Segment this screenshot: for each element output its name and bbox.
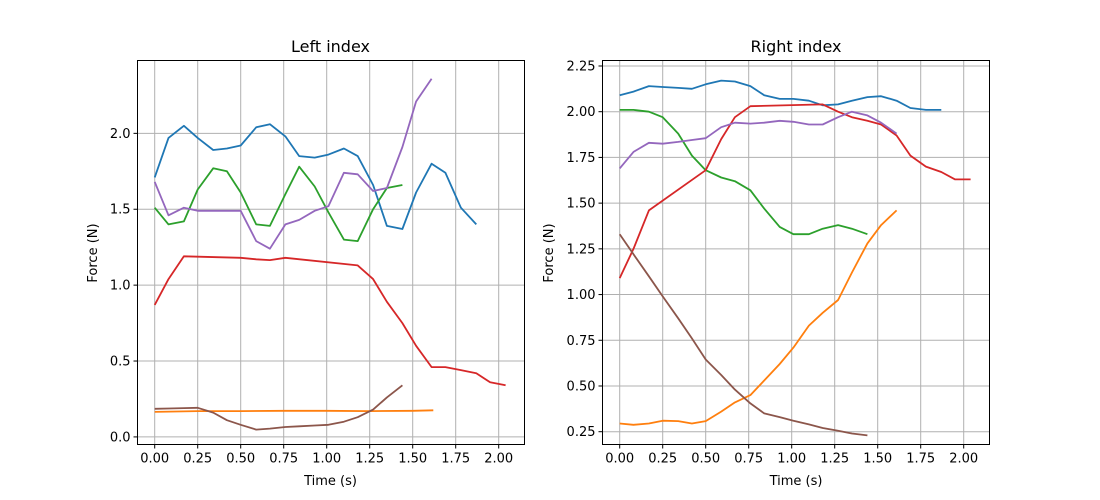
right-x-tick-label: 0.50 xyxy=(691,452,720,467)
left-x-tick-label: 2.00 xyxy=(484,452,513,467)
right-x-tick-label: 0.75 xyxy=(734,452,763,467)
left-series-line-blue xyxy=(153,123,477,230)
left-x-tick-label: 0.00 xyxy=(140,452,169,467)
left-y-tick-label: 1.0 xyxy=(110,279,131,294)
left-index-chart: Left index 0.00 0.25 0.50 0.75 1.00 1.25 1.50 1… xyxy=(86,37,525,489)
right-series-line-orange xyxy=(619,209,898,426)
left-x-tick-label: 0.50 xyxy=(226,452,255,467)
left-series-lines xyxy=(153,78,506,431)
left-series-line-red xyxy=(153,255,506,387)
right-y-tick-label: 1.25 xyxy=(567,242,596,257)
right-axes-frame xyxy=(602,60,990,445)
left-y-axis-label: Force (N) xyxy=(86,223,101,282)
right-y-tick-label: 1.75 xyxy=(567,151,596,166)
left-y-tick-label: 2.0 xyxy=(110,127,131,142)
left-x-tick-label: 1.00 xyxy=(312,452,341,467)
right-y-axis-label: Force (N) xyxy=(542,223,557,282)
right-series-line-brown xyxy=(618,233,868,437)
right-y-tick-label: 0.50 xyxy=(567,379,596,394)
left-series-line-green xyxy=(154,165,403,243)
right-series-line-purple xyxy=(619,110,898,169)
left-gridlines xyxy=(137,60,525,445)
left-y-tick-label: 1.5 xyxy=(110,203,131,218)
right-x-axis-label: Time (s) xyxy=(769,474,823,489)
right-x-tick-label: 1.25 xyxy=(820,452,849,467)
left-series-line-purple xyxy=(153,78,433,250)
right-x-tick-label: 0.00 xyxy=(605,452,634,467)
left-chart-title: Left index xyxy=(291,37,370,56)
right-y-tick-label: 0.25 xyxy=(567,425,596,440)
right-ticks: 0.00 0.25 0.50 0.75 1.00 1.25 1.50 1.75 2.00 0.25… xyxy=(567,59,979,466)
left-x-tick-label: 1.50 xyxy=(398,452,427,467)
left-x-tick-label: 0.25 xyxy=(183,452,212,467)
left-x-axis-label: Time (s) xyxy=(303,474,357,489)
left-x-tick-label: 0.75 xyxy=(269,452,298,467)
right-series-line-blue xyxy=(619,79,942,111)
right-series-lines xyxy=(618,79,971,437)
right-x-tick-label: 1.75 xyxy=(906,452,935,467)
left-series-line-orange xyxy=(154,409,434,413)
left-x-tick-label: 1.25 xyxy=(355,452,384,467)
left-ticks: 0.00 0.25 0.50 0.75 1.00 1.25 1.50 1.75 2.00 0.0 0… xyxy=(110,127,513,467)
right-x-tick-label: 1.50 xyxy=(863,452,892,467)
right-index-chart: Right index 0.00 0.25 0.50 0.75 1.00 1.25 1.50… xyxy=(542,37,990,489)
right-y-tick-label: 1.50 xyxy=(567,197,596,212)
left-axes-frame xyxy=(137,60,525,445)
right-series-line-green xyxy=(619,109,868,236)
left-y-tick-label: 0.5 xyxy=(110,355,131,370)
right-y-tick-label: 2.25 xyxy=(567,59,596,74)
left-x-tick-label: 1.75 xyxy=(441,452,470,467)
left-y-tick-label: 0.0 xyxy=(110,430,131,445)
right-x-tick-label: 1.00 xyxy=(777,452,806,467)
right-chart-title: Right index xyxy=(751,37,842,56)
left-series-line-brown xyxy=(154,384,403,431)
right-y-tick-label: 2.00 xyxy=(567,105,596,120)
right-y-tick-label: 0.75 xyxy=(567,334,596,349)
right-x-tick-label: 0.25 xyxy=(648,452,677,467)
right-x-tick-label: 2.00 xyxy=(949,452,978,467)
right-y-tick-label: 1.00 xyxy=(567,288,596,303)
